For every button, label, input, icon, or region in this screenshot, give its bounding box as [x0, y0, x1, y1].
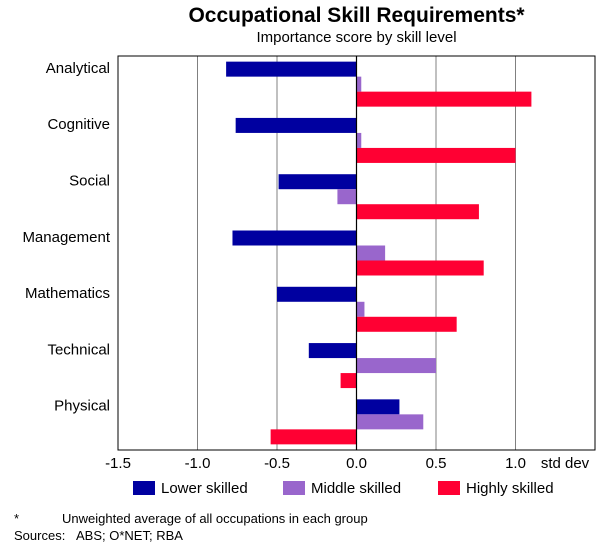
x-tick-label: -1.0	[185, 455, 211, 472]
x-tick-label: 1.0	[505, 455, 526, 472]
legend-swatch	[133, 481, 155, 495]
bar	[226, 62, 356, 77]
bar	[357, 414, 424, 429]
category-label: Mathematics	[25, 285, 110, 302]
legend-label: Middle skilled	[311, 480, 401, 497]
category-label: Analytical	[46, 60, 110, 77]
bar	[357, 317, 457, 332]
x-tick-label: 0.0	[346, 455, 367, 472]
x-tick-label: -1.5	[105, 455, 131, 472]
bar	[271, 429, 357, 444]
bar	[357, 92, 532, 107]
bar	[357, 133, 362, 148]
category-label: Technical	[47, 341, 110, 358]
bar	[357, 148, 516, 163]
bar	[337, 189, 356, 204]
bar	[357, 399, 400, 414]
bar	[357, 261, 484, 276]
x-unit-label: std dev	[541, 455, 590, 472]
footnote-marker: *	[14, 511, 19, 526]
sources-label: Sources:	[14, 528, 65, 543]
category-label: Management	[22, 229, 110, 246]
bar	[341, 373, 357, 388]
chart-subtitle: Importance score by skill level	[256, 29, 456, 46]
legend-label: Lower skilled	[161, 480, 248, 497]
bar	[357, 204, 479, 219]
bar	[232, 231, 356, 246]
bar	[277, 287, 357, 302]
category-label: Social	[69, 172, 110, 189]
skill-requirements-chart: Occupational Skill Requirements* Importan…	[0, 0, 615, 551]
category-label: Physical	[54, 398, 110, 415]
x-tick-label: -0.5	[264, 455, 290, 472]
bar	[357, 77, 362, 92]
chart-title: Occupational Skill Requirements*	[188, 4, 525, 27]
bar	[357, 358, 437, 373]
legend-swatch	[438, 481, 460, 495]
legend-swatch	[283, 481, 305, 495]
bar	[357, 302, 365, 317]
bar	[236, 118, 357, 133]
footnote-text: Unweighted average of all occupations in…	[62, 511, 368, 526]
bar	[357, 246, 386, 261]
bar	[309, 343, 357, 358]
bar	[279, 174, 357, 189]
category-label: Cognitive	[47, 116, 110, 133]
sources-text: ABS; O*NET; RBA	[76, 528, 183, 543]
legend-label: Highly skilled	[466, 480, 554, 497]
x-tick-label: 0.5	[426, 455, 447, 472]
